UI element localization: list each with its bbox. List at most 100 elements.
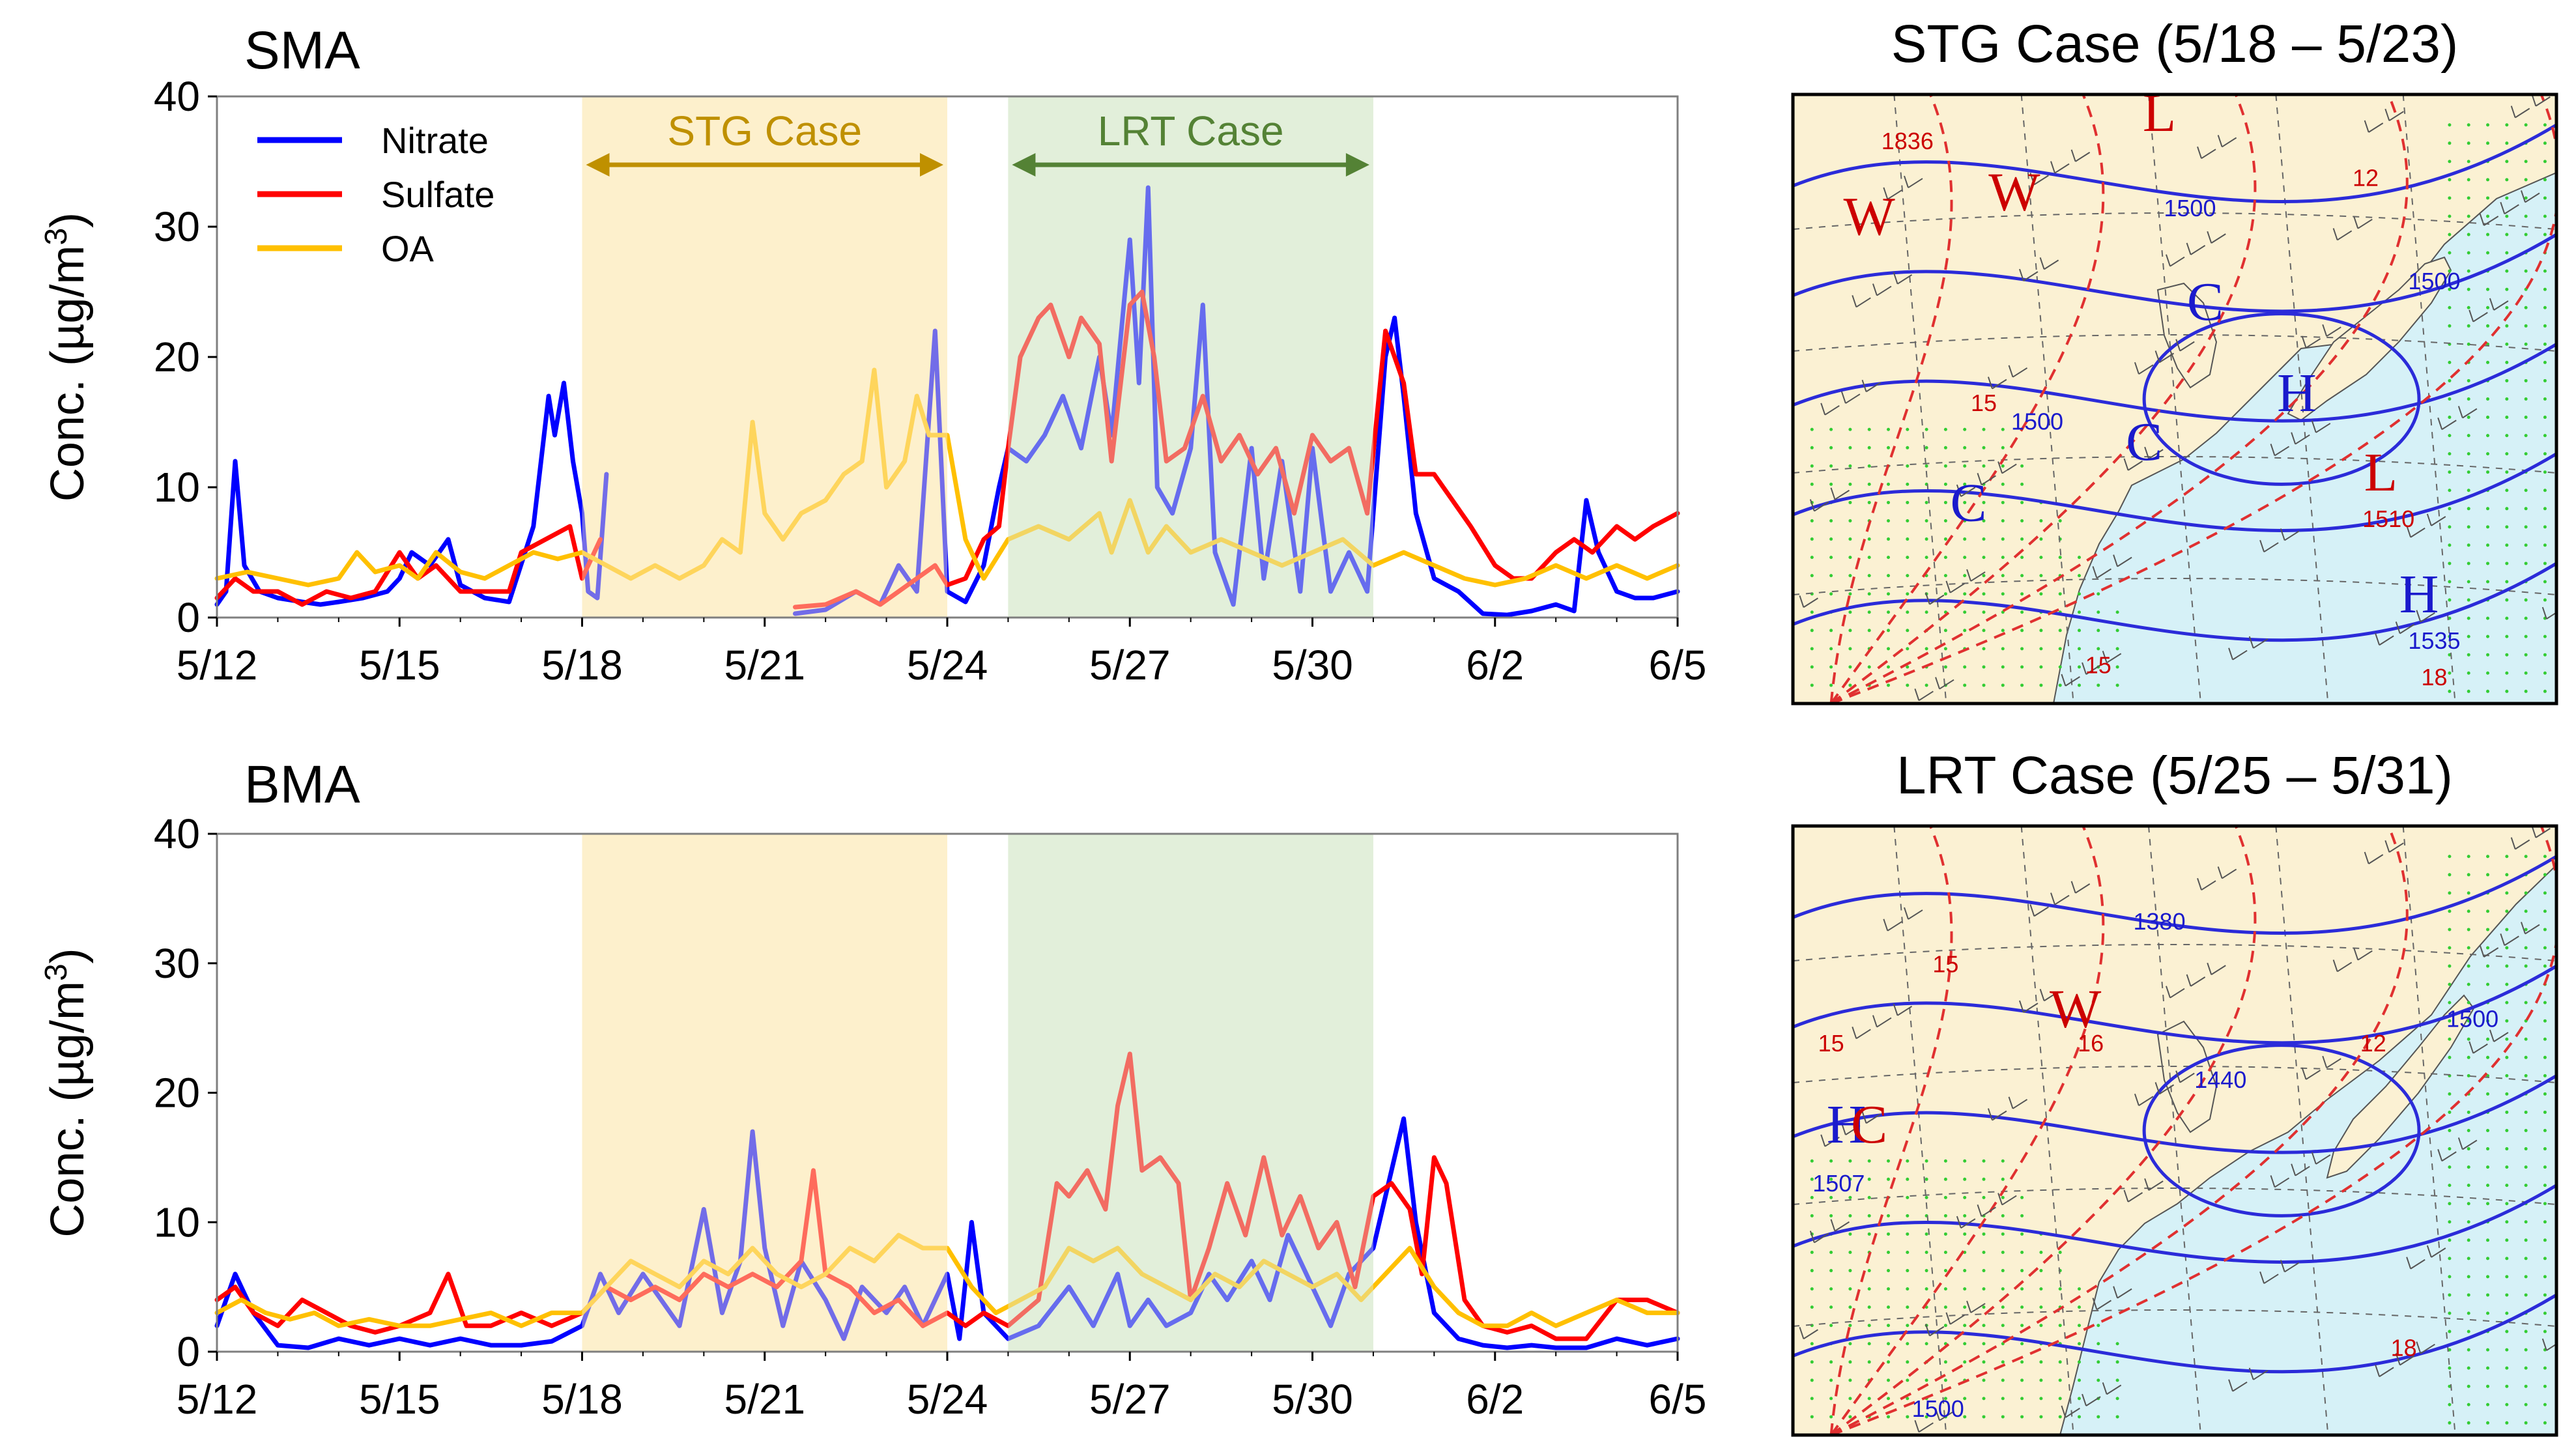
map-stipple-dot <box>2543 1184 2547 1188</box>
x-tick-label: 6/5 <box>1649 1376 1707 1423</box>
map-stipple-dot <box>2505 397 2509 401</box>
map-station-barb <box>1883 187 1902 200</box>
map-station-barb <box>1997 1193 2017 1206</box>
map-contour-value: 18 <box>2391 1334 2417 1361</box>
map-stipple-dot <box>2448 1257 2452 1260</box>
map-stipple-dot <box>1848 1195 1852 1199</box>
map-station-barb <box>2217 866 2237 879</box>
map-stipple-dot <box>2467 507 2470 511</box>
map-stipple-dot <box>2543 1330 2547 1333</box>
map-stipple-dot <box>2001 1415 2005 1419</box>
map-stipple-dot <box>1943 1360 1947 1364</box>
map-stipple-dot <box>1867 1269 1871 1273</box>
map-stipple-dot <box>2001 1232 2005 1236</box>
map-station-barb <box>2207 962 2226 975</box>
series-line-oa <box>214 1232 1680 1328</box>
map-stipple-dot <box>2020 610 2024 614</box>
map-stipple-dot <box>2524 306 2528 309</box>
map-stipple-dot <box>1867 629 1871 633</box>
map-stipple-dot <box>2486 1366 2490 1370</box>
map-station-barb <box>2029 173 2049 186</box>
map-stipple-dot <box>2505 1275 2509 1279</box>
map-stipple-dot <box>1887 500 1890 504</box>
map-stipple-dot <box>1943 1269 1947 1273</box>
map-stipple-dot <box>2543 214 2547 218</box>
map-stipple-dot <box>2448 470 2452 474</box>
map-station-barb <box>1872 1015 1892 1028</box>
map-stipple-dot <box>2486 470 2490 474</box>
panel-title: SMA <box>244 21 360 80</box>
map-stipple-dot <box>2058 1397 2062 1401</box>
map-stipple-dot <box>2505 946 2509 950</box>
map-stipple-dot <box>1848 647 1852 651</box>
map-stipple-dot <box>2505 1402 2509 1406</box>
map-stipple-dot <box>1943 1251 1947 1254</box>
weather-map-1: LRT Case (5/25 – 5/31) W HC 1380 1440 1500 150… <box>1791 746 2558 1437</box>
map-stipple-dot <box>2448 178 2452 182</box>
map-stipple-dot <box>2486 964 2490 968</box>
map-stipple-dot <box>1943 482 1947 486</box>
map-stipple-dot <box>2486 434 2490 438</box>
map-stipple-dot <box>2467 1202 2470 1206</box>
map-stipple-dot <box>1887 1159 1890 1163</box>
map-stipple-dot <box>2486 360 2490 364</box>
map-stipple-dot <box>2020 1251 2024 1254</box>
map-stipple-dot <box>2020 556 2024 560</box>
map-stipple-dot <box>1848 1360 1852 1364</box>
map-contour-value: 15 <box>1818 1030 1844 1057</box>
map-stipple-dot <box>1963 1415 1967 1419</box>
map-stipple-dot <box>2058 1415 2062 1419</box>
map-stipple-dot <box>1943 665 1947 669</box>
map-stipple-dot <box>1925 647 1928 651</box>
map-stipple-dot <box>1810 1287 1814 1291</box>
map-stipple-dot <box>2467 269 2470 273</box>
map-stipple-dot <box>2078 1342 2081 1346</box>
map-stipple-dot <box>2039 1251 2043 1254</box>
map-stipple-dot <box>2524 123 2528 127</box>
map-stipple-dot <box>2448 360 2452 364</box>
map-station-barb <box>2375 1364 2394 1378</box>
map-stipple-dot <box>1943 629 1947 633</box>
map-stipple-dot <box>2486 306 2490 309</box>
map-stipple-dot <box>1906 519 1910 522</box>
map-stipple-dot <box>2543 1366 2547 1370</box>
map-stipple-dot <box>2467 397 2470 401</box>
map-stipple-dot <box>2448 1220 2452 1224</box>
map-station-barb <box>2375 633 2394 646</box>
map-stipple-dot <box>1867 537 1871 541</box>
map-stipple-dot <box>2448 891 2452 895</box>
map-stipple-dot <box>2467 287 2470 291</box>
map-station-barb <box>1914 689 1934 702</box>
map-station-barb <box>2186 974 2206 987</box>
map-stipple-dot <box>1867 665 1871 669</box>
map-stipple-dot <box>2505 196 2509 200</box>
map-stipple-dot <box>2058 556 2062 560</box>
map-stipple-dot <box>1829 683 1833 687</box>
map-pressure-symbol: C <box>2126 412 2162 472</box>
map-stipple-dot <box>2543 1147 2547 1151</box>
map-stipple-dot <box>2486 214 2490 218</box>
x-tick-label: 5/21 <box>724 1376 805 1423</box>
map-stipple-dot <box>1810 610 1814 614</box>
map-stipple-dot <box>2448 671 2452 675</box>
map-stipple-dot <box>2505 543 2509 547</box>
x-tick-label: 6/5 <box>1649 642 1707 689</box>
map-temp-contour <box>1829 826 1953 1435</box>
map-stipple-dot <box>1829 537 1833 541</box>
map-height-contour <box>1793 123 2556 204</box>
map-stipple-dot <box>1982 1342 1986 1346</box>
y-axis-label-part: Conc. ( <box>42 1087 94 1238</box>
map-stipple-dot <box>1887 1378 1890 1382</box>
map-stipple-dot <box>2467 562 2470 565</box>
map-stipple-dot <box>2058 519 2062 522</box>
map-station-barb <box>2102 651 2122 664</box>
map-stipple-dot <box>2448 634 2452 638</box>
map-stipple-dot <box>1925 1159 1928 1163</box>
map-stipple-dot <box>1925 537 1928 541</box>
map-station-barb <box>2416 610 2435 623</box>
map-stipple-dot <box>2524 214 2528 218</box>
x-tick-label: 5/21 <box>724 642 805 689</box>
map-stipple-dot <box>2486 1311 2490 1315</box>
map-stipple-dot <box>1829 1287 1833 1291</box>
map-stipple-dot <box>1829 1195 1833 1199</box>
